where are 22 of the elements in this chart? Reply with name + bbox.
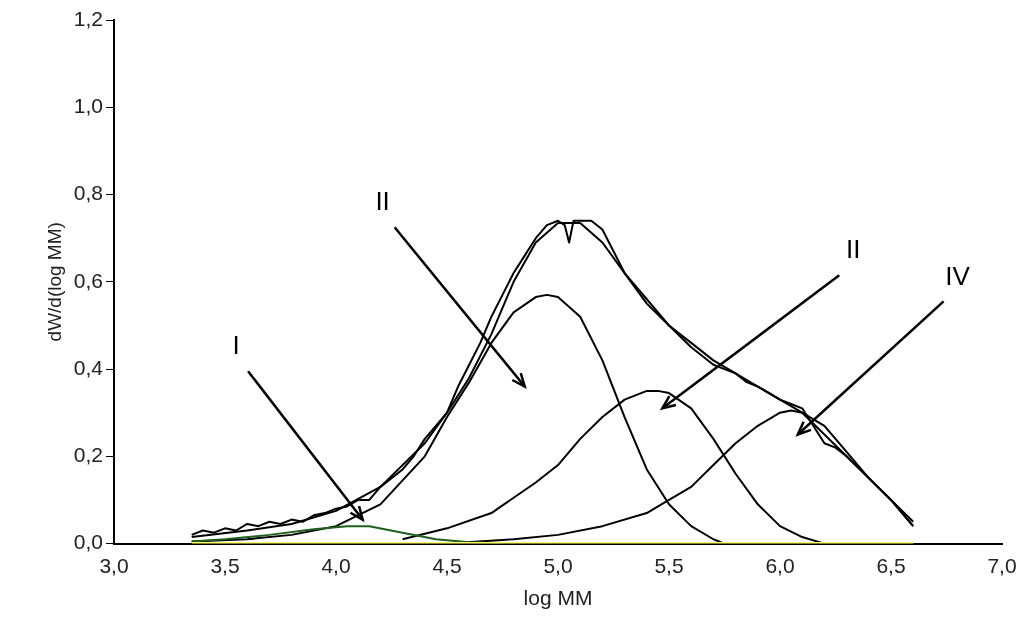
x-tick-label: 3,0 (99, 554, 129, 577)
annotation: I (232, 330, 240, 361)
y-tick-label: 0,4 (73, 355, 104, 379)
x-axis-title: log MM (523, 586, 593, 610)
x-tick-label: 6,0 (765, 554, 795, 577)
y-tick-label: 0,8 (73, 181, 103, 205)
y-tick-label: 0,0 (73, 530, 103, 554)
x-tick-label: 4,5 (432, 554, 462, 577)
x-tick-label: 5,5 (654, 554, 684, 577)
y-tick-label: 0,6 (73, 268, 103, 292)
x-tick-label: 4,0 (321, 554, 351, 577)
annotation: IV (945, 260, 971, 291)
y-tick-label: 1,2 (73, 6, 103, 30)
x-tick-label: 6,5 (876, 554, 906, 577)
y-tick-label: 0,2 (73, 443, 103, 467)
annotation: II (846, 234, 861, 265)
y-tick-label: 1,0 (73, 94, 103, 118)
x-tick-label: 3,5 (210, 554, 240, 577)
y-axis-title: dW/d(log MM) (43, 222, 65, 342)
x-tick-label: 7,0 (987, 554, 1017, 577)
x-tick-label: 5,0 (543, 554, 573, 577)
annotation: II (375, 186, 390, 217)
